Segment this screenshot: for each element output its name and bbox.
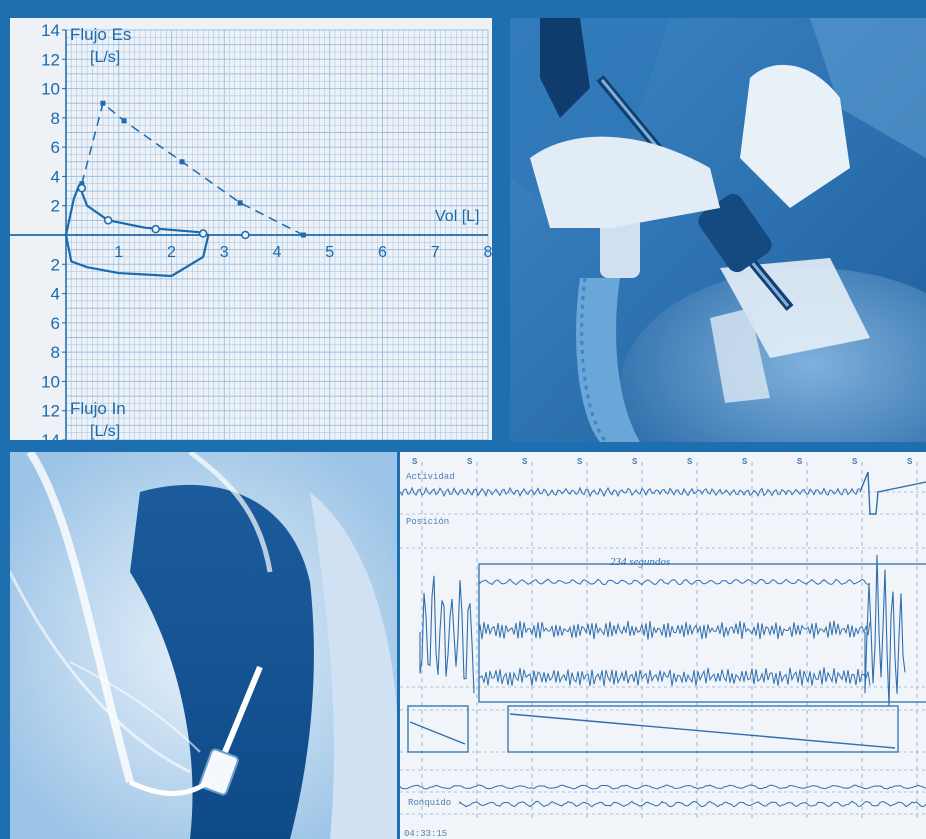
stage-mark: S — [852, 457, 858, 467]
series-square-marker — [121, 118, 127, 124]
xray-illustration — [10, 452, 397, 839]
flow-volume-chart: 1412108642246810121412345678 Flujo Es [L… — [10, 18, 492, 440]
series-loop-line — [64, 184, 210, 278]
y-tick-label: 6 — [51, 138, 60, 157]
stage-mark: S — [467, 457, 473, 467]
x-tick-label: 3 — [220, 244, 229, 261]
psg-traces — [400, 471, 926, 808]
stage-mark: S — [522, 457, 528, 467]
footer-time: 04:33:15 — [404, 829, 447, 839]
series-circle-marker — [151, 224, 160, 234]
y-tick-label: 12 — [41, 50, 60, 69]
x-tick-label: 8 — [484, 244, 492, 261]
trace-arousal-left — [419, 575, 475, 694]
y-tick-label: 14 — [41, 431, 60, 440]
trace-actividad-burst — [859, 471, 926, 515]
x-axis-label: Vol [L] — [435, 208, 479, 225]
stage-mark: S — [907, 457, 913, 467]
x-tick-label: 7 — [431, 244, 440, 261]
y-tick-label: 14 — [41, 21, 60, 40]
chart-series — [64, 100, 306, 278]
desat-box — [507, 705, 899, 753]
stage-mark: S — [797, 457, 803, 467]
x-tick-label: 2 — [167, 244, 176, 261]
series-square-marker — [237, 200, 243, 206]
y-tick-label: 4 — [51, 285, 60, 304]
trace-pulso — [400, 784, 926, 790]
y-upper-label: Flujo Es — [70, 25, 131, 44]
channel-actividad: Actividad — [406, 472, 455, 482]
y-tick-label: 6 — [51, 314, 60, 333]
stage-mark: S — [632, 457, 638, 467]
channel-ronquido: Ronquido — [408, 798, 451, 808]
trace-actividad — [400, 486, 860, 498]
flow-volume-svg: 1412108642246810121412345678 Flujo Es [L… — [10, 21, 492, 440]
trace-spo2-left — [409, 721, 466, 745]
x-tick-label: 1 — [114, 244, 123, 261]
trace-thorax — [479, 620, 871, 640]
y-tick-label: 2 — [51, 197, 60, 216]
y-tick-label: 10 — [41, 372, 60, 391]
polysomnography-trace: S S S S S S S S S S Actividad Posición Ronquido 2… — [400, 452, 926, 839]
bronchoscopy-photo — [510, 18, 926, 442]
y-upper-unit: [L/s] — [90, 49, 120, 66]
spo2-box — [407, 705, 469, 753]
stage-mark: S — [742, 457, 748, 467]
y-lower-label: Flujo In — [70, 399, 126, 418]
channel-posicion: Posición — [406, 517, 449, 527]
series-square-marker — [79, 181, 85, 187]
trace-arousal-right — [864, 554, 906, 707]
trace-abdomen — [479, 667, 871, 687]
apnea-box — [478, 563, 926, 703]
y-tick-label: 12 — [41, 402, 60, 421]
stage-mark: S — [412, 457, 418, 467]
x-tick-label: 4 — [273, 244, 282, 261]
series-circle-marker — [241, 230, 250, 240]
stage-mark: S — [577, 457, 583, 467]
psg-svg: S S S S S S S S S S Actividad Posición Ronquido 2… — [400, 457, 926, 839]
series-square-marker — [100, 100, 106, 106]
series-circle-marker — [198, 229, 208, 238]
y-tick-label: 8 — [51, 109, 60, 128]
series-square-marker — [300, 232, 306, 238]
trace-spo2-decline — [509, 713, 896, 749]
psg-grid — [400, 462, 926, 822]
x-tick-label: 6 — [378, 244, 387, 261]
apnea-annotation: 234 segundos — [610, 556, 670, 568]
y-tick-label: 2 — [51, 255, 60, 274]
y-tick-label: 8 — [51, 343, 60, 362]
series-square-marker — [179, 159, 185, 165]
y-lower-unit: [L/s] — [90, 423, 120, 440]
chest-xray — [10, 452, 397, 839]
chart-axes: 1412108642246810121412345678 — [10, 21, 492, 440]
y-tick-label: 4 — [51, 167, 60, 186]
x-tick-label: 5 — [325, 244, 334, 261]
stage-mark: S — [687, 457, 693, 467]
series-circle-marker — [77, 183, 87, 193]
trace-flow — [479, 578, 871, 586]
trace-ronquido — [459, 800, 926, 808]
y-tick-label: 10 — [41, 80, 60, 99]
series-circle-marker — [103, 216, 113, 225]
photo-illustration — [510, 18, 926, 442]
